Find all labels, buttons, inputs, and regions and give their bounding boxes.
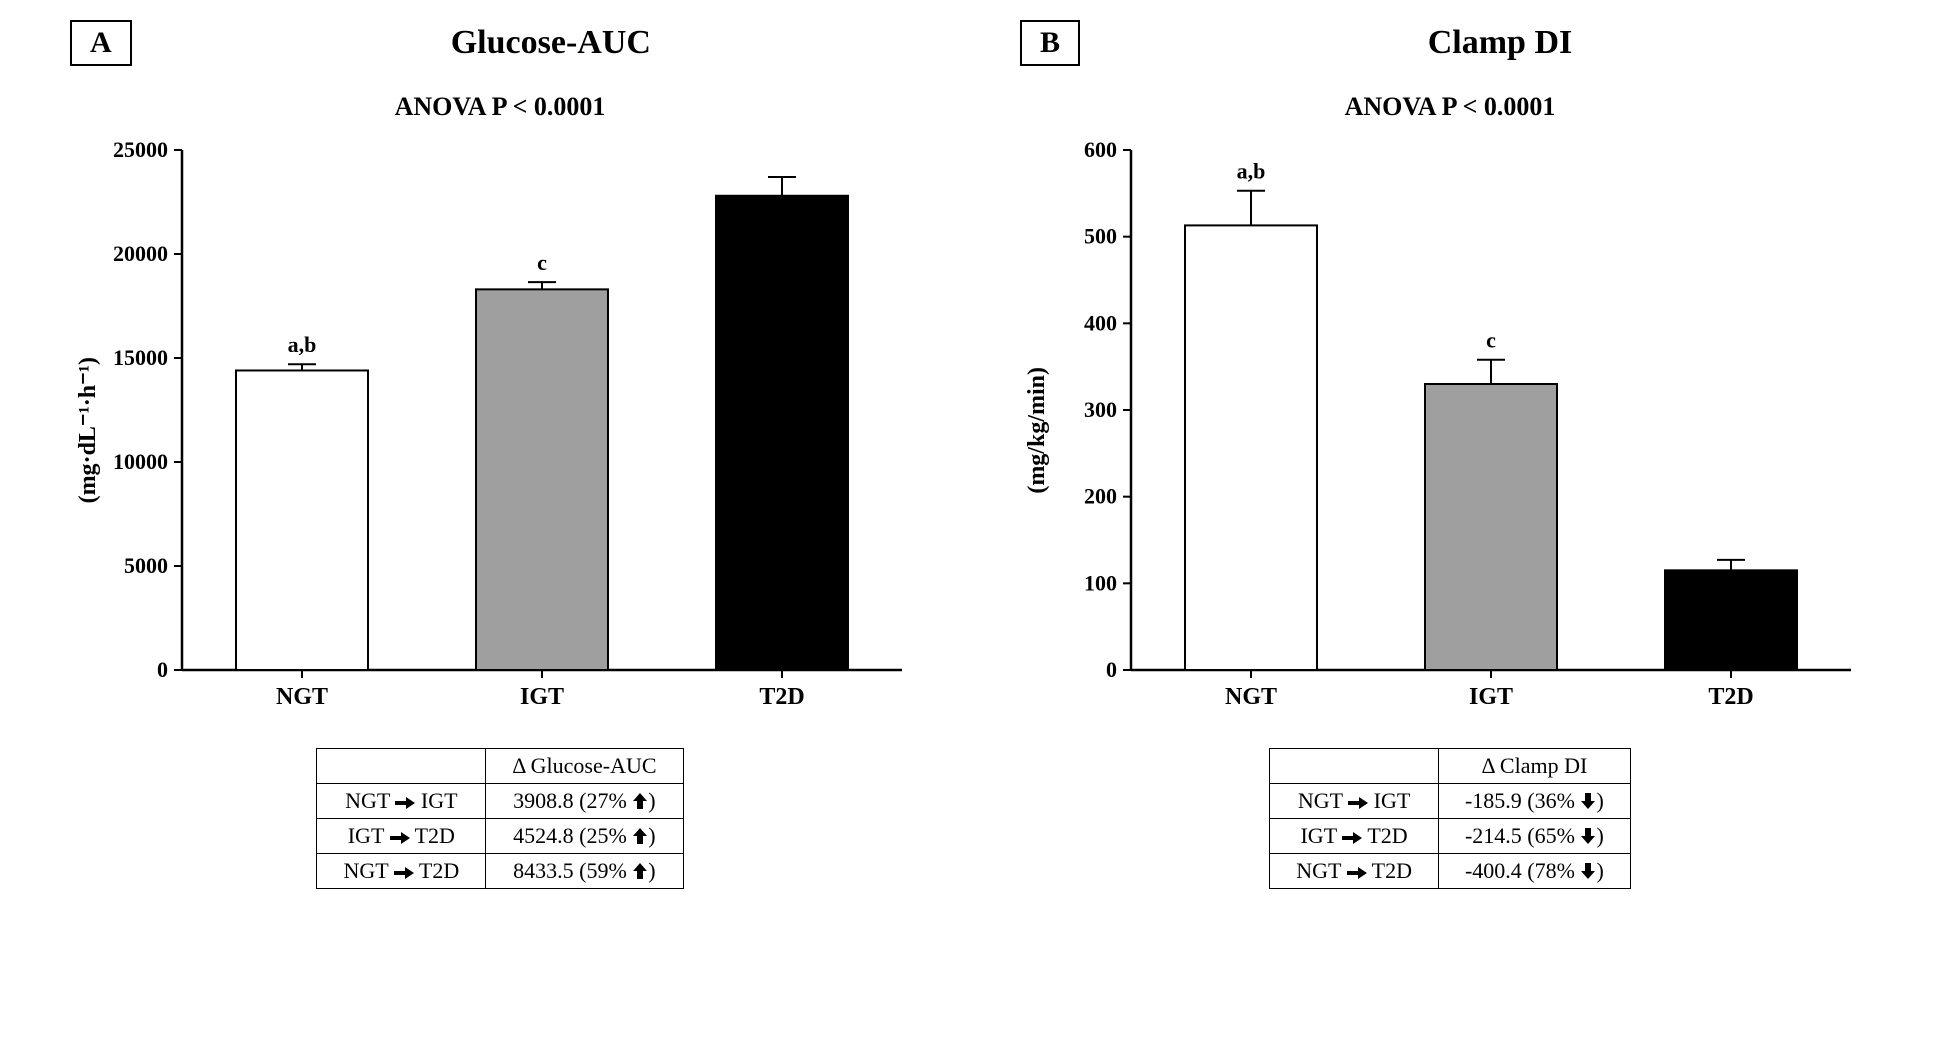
table-cell-transition: IGT T2D <box>1270 819 1439 854</box>
table-row: NGT T2D-400.4 (78% ) <box>1270 854 1631 889</box>
table-row: IGT T2D4524.8 (25% ) <box>317 819 683 854</box>
svg-text:0: 0 <box>157 657 168 682</box>
arrow-right-icon <box>395 796 415 810</box>
svg-text:100: 100 <box>1084 570 1117 595</box>
figure: A Glucose-AUC ANOVA P < 0.0001 (mg·dL⁻¹·… <box>20 20 1930 889</box>
svg-text:200: 200 <box>1084 484 1117 509</box>
table-header-empty <box>317 749 486 784</box>
arrow-up-icon <box>632 792 648 810</box>
table-row: NGT IGT-185.9 (36% ) <box>1270 784 1631 819</box>
panel-a-chart-row: (mg·dL⁻¹·h⁻¹) 0 5000 10000 15000 20000 25000 N… <box>70 140 930 720</box>
arrow-right-icon <box>1342 831 1362 845</box>
xlabel-ngt: NGT <box>1225 684 1277 710</box>
table-cell-delta: -400.4 (78% ) <box>1438 854 1630 889</box>
table-cell-delta: -214.5 (65% ) <box>1438 819 1630 854</box>
bar-annotation: a,b <box>1237 159 1266 184</box>
panel-a-ylabel: (mg·dL⁻¹·h⁻¹) <box>70 357 102 503</box>
svg-text:10000: 10000 <box>113 449 168 474</box>
bar-t2d <box>716 196 848 670</box>
table-cell-transition: NGT T2D <box>317 854 486 889</box>
panel-b: B Clamp DI ANOVA P < 0.0001 (mg/kg/min) … <box>1020 20 1880 889</box>
arrow-down-icon <box>1580 792 1596 810</box>
panel-a-anova: ANOVA P < 0.0001 <box>70 92 930 122</box>
panel-b-chart-row: (mg/kg/min) 0 100 200 300 400 500 600 NGT a,b IGT… <box>1020 140 1880 720</box>
table-cell-transition: NGT IGT <box>317 784 486 819</box>
panel-a-chart: 0 5000 10000 15000 20000 25000 NGT a,b IGT c T2D <box>102 140 922 720</box>
arrow-up-icon <box>632 862 648 880</box>
bar-annotation: a,b <box>288 332 317 357</box>
table-header-row: Δ Glucose-AUC <box>317 749 683 784</box>
panel-b-table: Δ Clamp DINGT IGT-185.9 (36% )IGT T2D-21… <box>1269 748 1631 889</box>
svg-text:400: 400 <box>1084 310 1117 335</box>
table-cell-delta: 4524.8 (25% ) <box>486 819 683 854</box>
arrow-up-icon <box>632 827 648 845</box>
table-cell-delta: -185.9 (36% ) <box>1438 784 1630 819</box>
table-row: NGT T2D8433.5 (59% ) <box>317 854 683 889</box>
svg-text:600: 600 <box>1084 140 1117 162</box>
arrow-right-icon <box>394 866 414 880</box>
svg-text:20000: 20000 <box>113 241 168 266</box>
panel-b-header: B Clamp DI <box>1020 20 1880 66</box>
svg-text:25000: 25000 <box>113 140 168 162</box>
table-cell-delta: 3908.8 (27% ) <box>486 784 683 819</box>
xlabel-igt: IGT <box>520 684 564 710</box>
svg-text:500: 500 <box>1084 224 1117 249</box>
arrow-down-icon <box>1580 827 1596 845</box>
panel-b-letter: B <box>1020 20 1080 66</box>
bar-igt <box>1425 384 1557 670</box>
table-cell-transition: NGT T2D <box>1270 854 1439 889</box>
svg-text:0: 0 <box>1106 657 1117 682</box>
bar-annotation: c <box>537 250 547 275</box>
panel-a: A Glucose-AUC ANOVA P < 0.0001 (mg·dL⁻¹·… <box>70 20 930 889</box>
panel-b-chart: 0 100 200 300 400 500 600 NGT a,b IGT c T2D <box>1051 140 1871 720</box>
xlabel-t2d: T2D <box>759 684 804 710</box>
bar-igt <box>476 289 608 670</box>
table-cell-transition: NGT IGT <box>1270 784 1439 819</box>
panel-b-ylabel: (mg/kg/min) <box>1020 367 1051 494</box>
table-header-delta: Δ Clamp DI <box>1438 749 1630 784</box>
bar-annotation: c <box>1486 328 1496 353</box>
svg-text:300: 300 <box>1084 397 1117 422</box>
arrow-right-icon <box>390 831 410 845</box>
panel-a-table: Δ Glucose-AUCNGT IGT3908.8 (27% )IGT T2D… <box>316 748 683 889</box>
bar-t2d <box>1665 570 1797 670</box>
table-header-empty <box>1270 749 1439 784</box>
xlabel-ngt: NGT <box>276 684 328 710</box>
panel-a-header: A Glucose-AUC <box>70 20 930 66</box>
table-cell-delta: 8433.5 (59% ) <box>486 854 683 889</box>
table-row: NGT IGT3908.8 (27% ) <box>317 784 683 819</box>
bar-ngt <box>236 370 368 670</box>
panel-a-letter: A <box>70 20 132 66</box>
svg-text:5000: 5000 <box>124 553 168 578</box>
bar-ngt <box>1185 225 1317 670</box>
panel-b-title: Clamp DI <box>1120 24 1880 62</box>
arrow-right-icon <box>1348 796 1368 810</box>
panel-b-anova: ANOVA P < 0.0001 <box>1020 92 1880 122</box>
svg-text:15000: 15000 <box>113 345 168 370</box>
panel-a-title: Glucose-AUC <box>172 24 930 62</box>
table-header-delta: Δ Glucose-AUC <box>486 749 683 784</box>
table-cell-transition: IGT T2D <box>317 819 486 854</box>
xlabel-igt: IGT <box>1469 684 1513 710</box>
table-row: IGT T2D-214.5 (65% ) <box>1270 819 1631 854</box>
table-header-row: Δ Clamp DI <box>1270 749 1631 784</box>
arrow-right-icon <box>1347 866 1367 880</box>
arrow-down-icon <box>1580 862 1596 880</box>
xlabel-t2d: T2D <box>1708 684 1753 710</box>
